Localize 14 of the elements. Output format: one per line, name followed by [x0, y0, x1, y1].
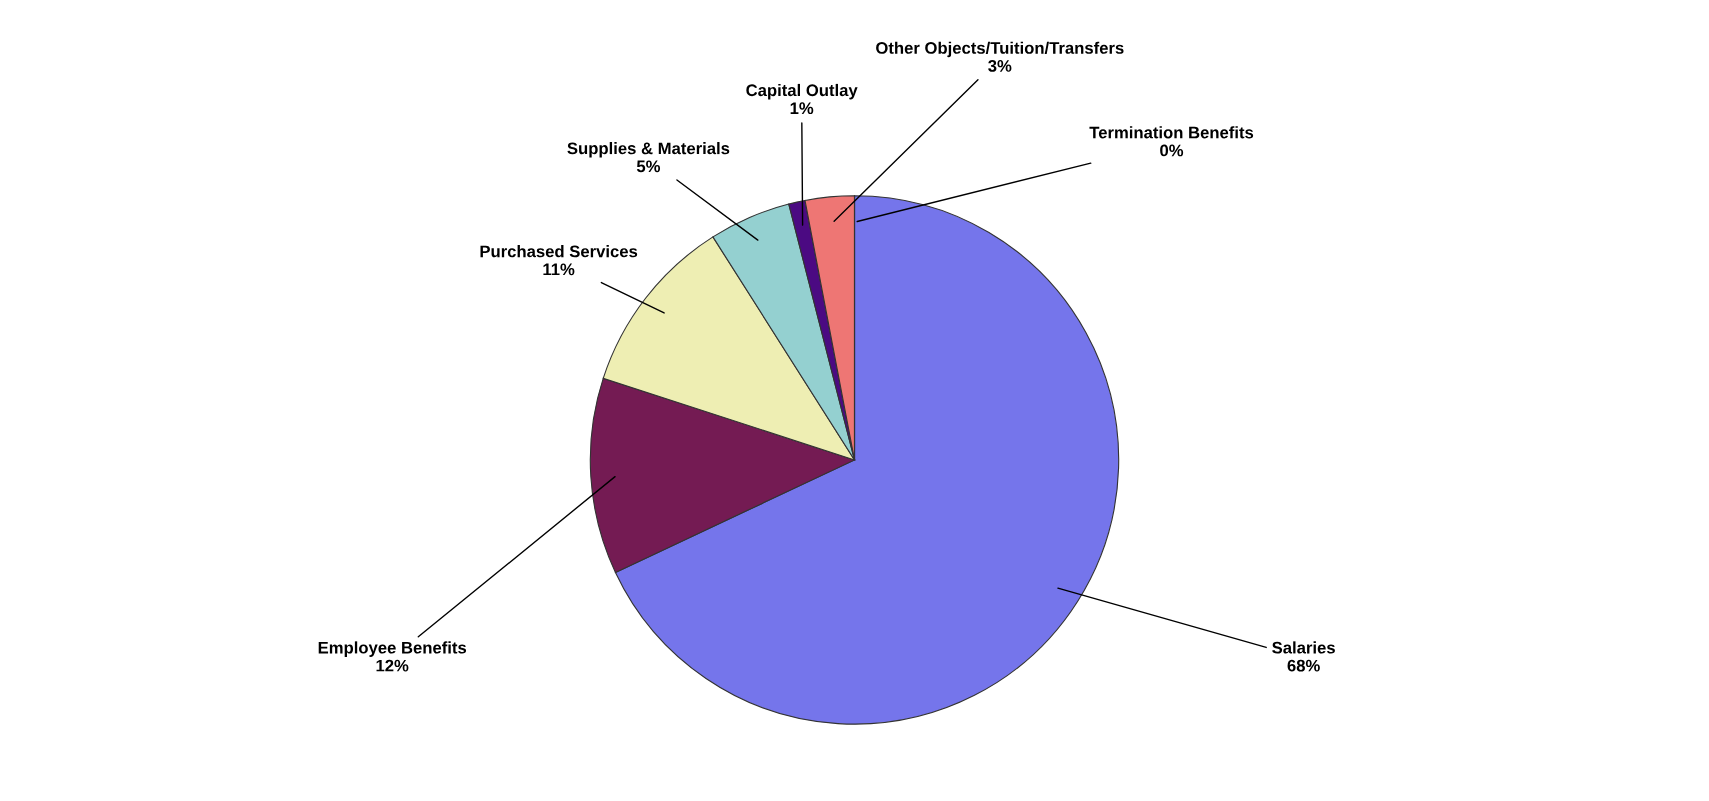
- data-label: 5%: [636, 160, 661, 173]
- slice-label: Capital Outlay: [746, 83, 858, 100]
- text: 0%: [1160, 144, 1184, 157]
- category-label: Termination Benefits: [1089, 126, 1254, 139]
- slice-label: Other Objects/Tuition/Transfers: [876, 41, 1124, 58]
- slice-label: Salaries: [1272, 641, 1335, 654]
- slice-label: Employee Benefits: [318, 641, 467, 657]
- data-label: 3%: [988, 60, 1012, 72]
- data-label: 11%: [543, 263, 575, 276]
- data-label: 1%: [790, 102, 814, 115]
- data-label: 12%: [376, 659, 409, 672]
- data-label: 68%: [1287, 659, 1320, 672]
- slice-label: Purchased Services: [480, 245, 638, 258]
- slice-label: Supplies & Materials: [567, 142, 730, 158]
